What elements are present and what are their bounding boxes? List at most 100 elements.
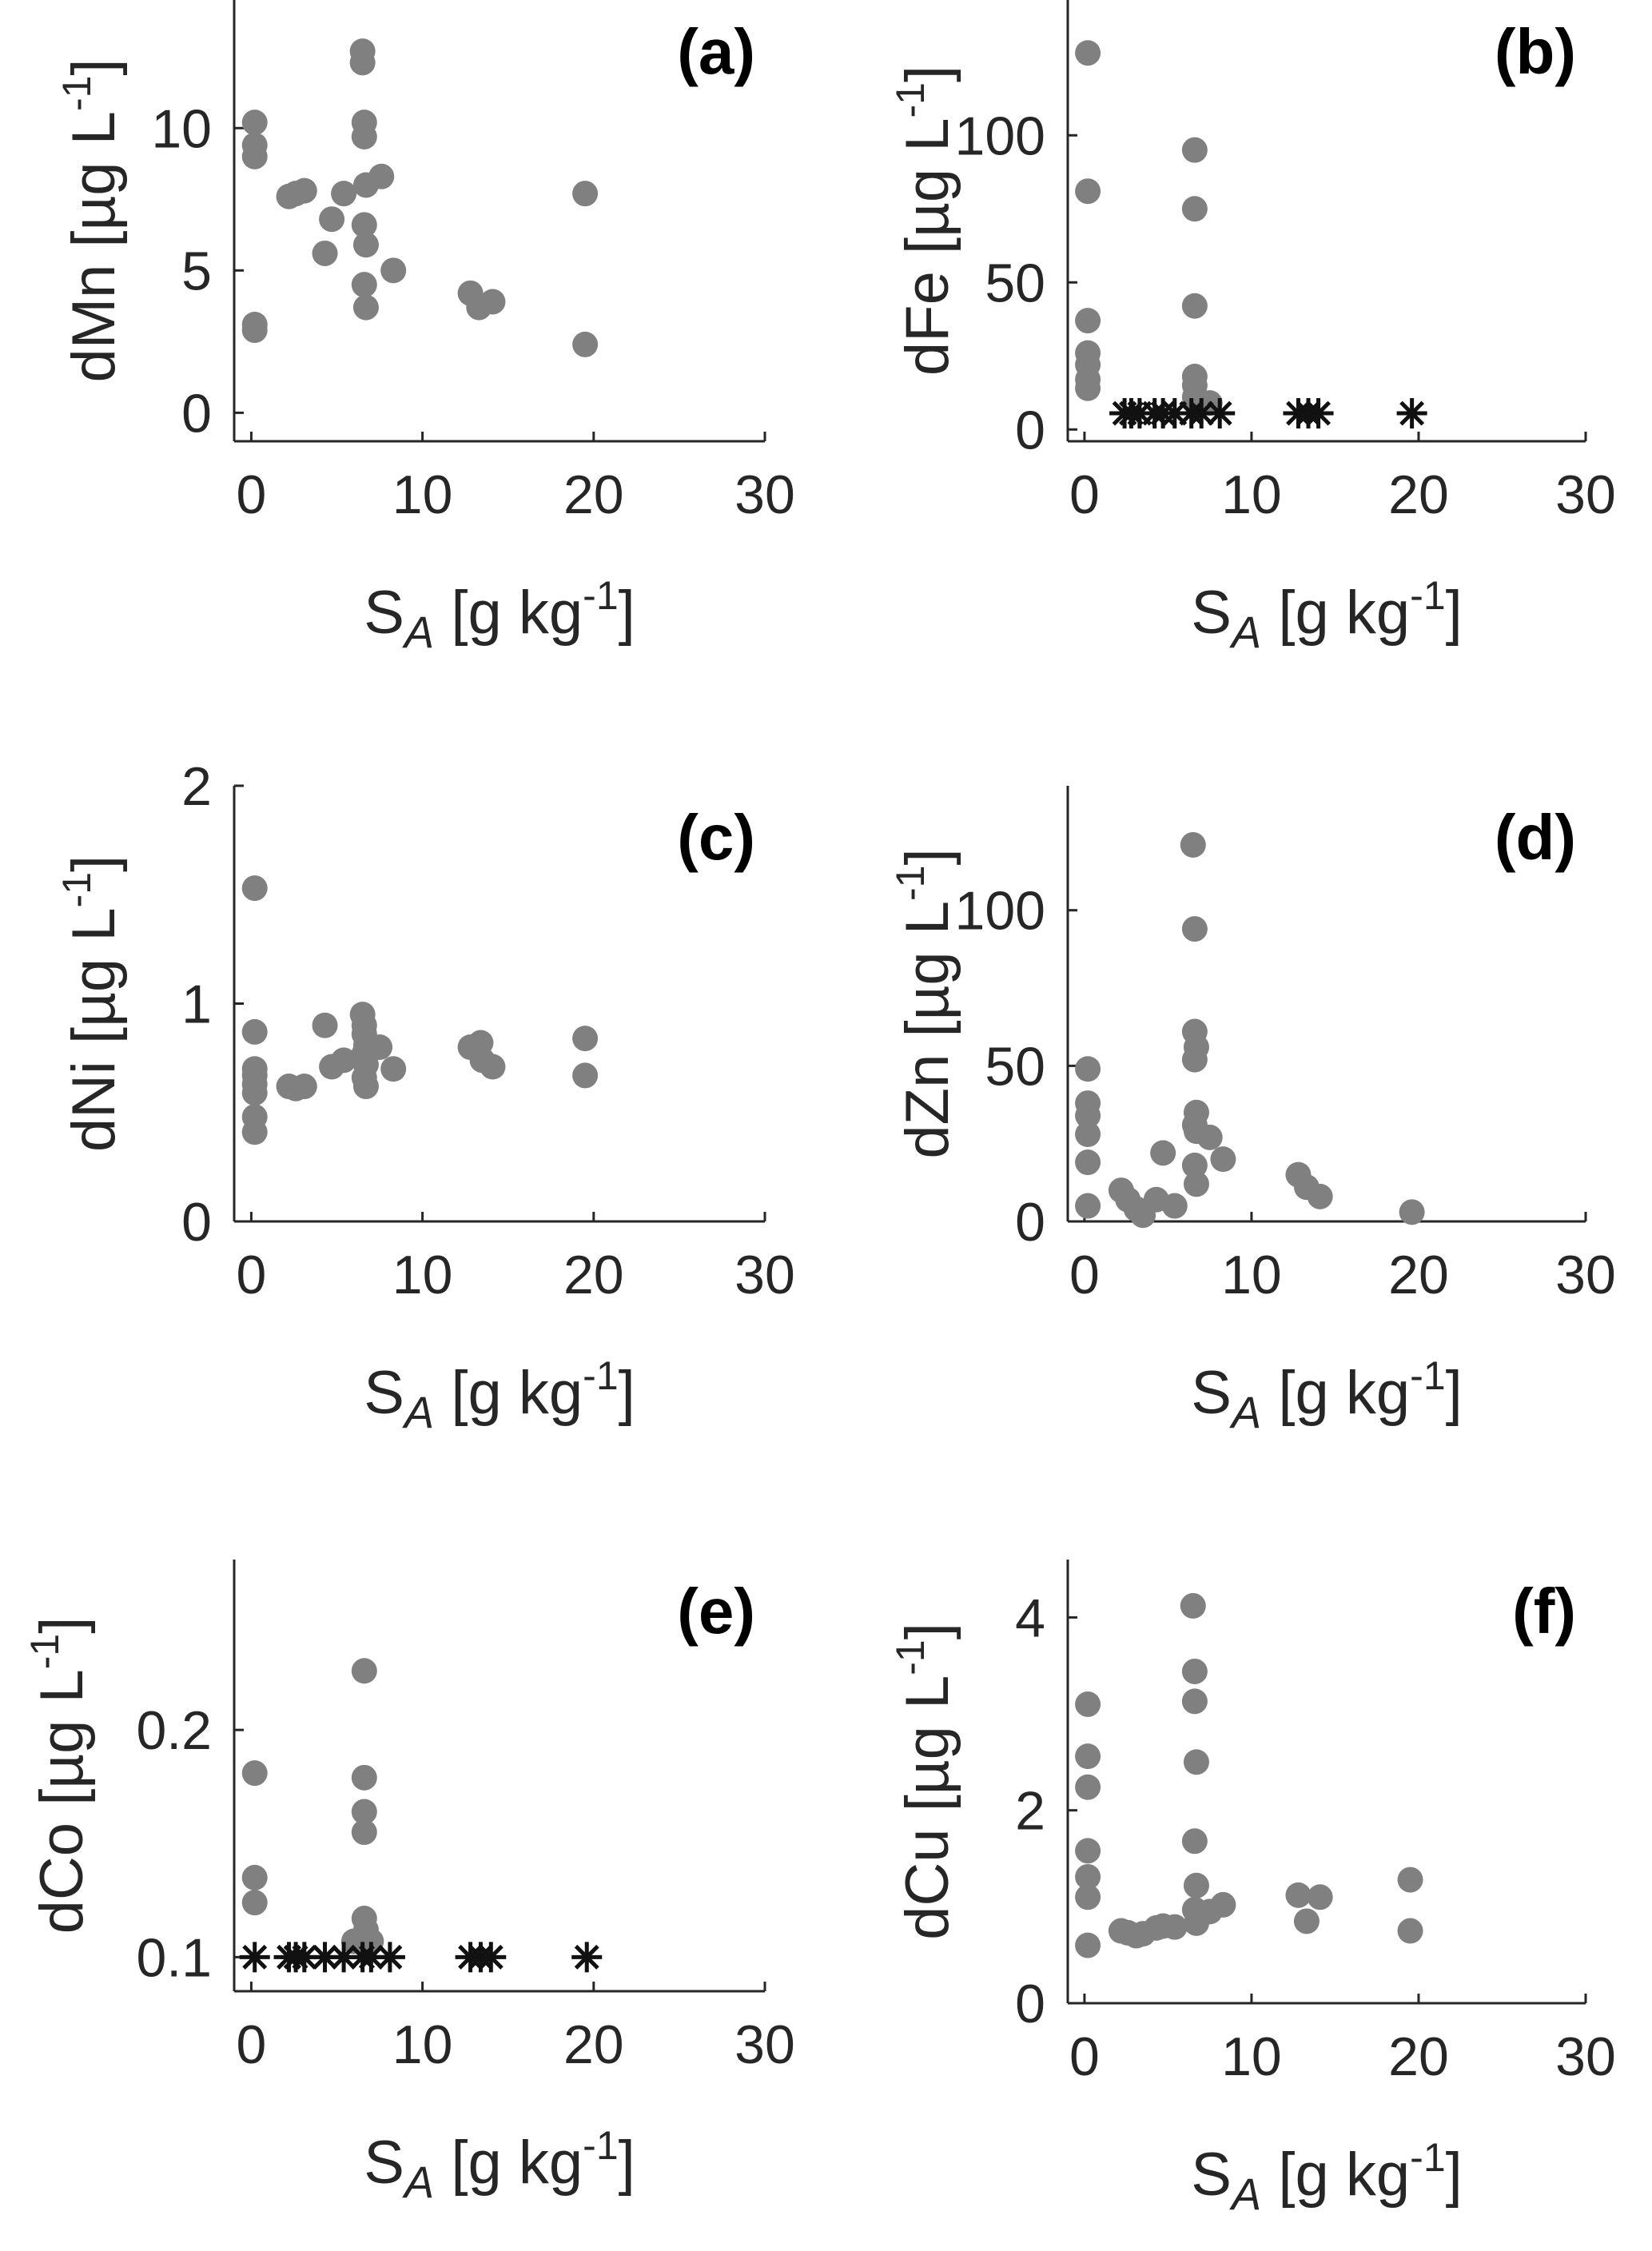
data-point-circle: [1075, 178, 1101, 205]
x-tick-label: 20: [563, 2014, 624, 2075]
data-point-circle: [1180, 831, 1206, 858]
y-tick-label: 0: [181, 1192, 212, 1253]
y-tick-label: 100: [955, 881, 1045, 942]
panel-b: 0 10 20 30 0 50 100 (b) SA [g kg-1] dFe [µg L-1]: [888, 0, 1616, 657]
data-point-circle: [358, 1928, 384, 1954]
data-point-circle: [1181, 1688, 1208, 1715]
x-tick-label: 30: [1555, 464, 1616, 525]
data-point-circle: [351, 1799, 377, 1825]
data-point-circle: [1075, 375, 1101, 401]
y-tick-label: 2: [1015, 1781, 1045, 1842]
data-point-star: [356, 1942, 387, 1973]
data-point-circle: [1397, 1867, 1423, 1893]
data-point-star: [374, 1942, 405, 1973]
data-point-circle: [331, 1047, 357, 1074]
x-tick-label: 20: [563, 464, 624, 525]
x-tick-label: 0: [237, 1245, 267, 1305]
data-point-circle: [291, 177, 317, 204]
data-point-circle: [1183, 1749, 1209, 1775]
data-point-circle: [351, 1764, 377, 1791]
y-axis-label: dCu [µg L-1]: [888, 1623, 961, 1940]
data-point-circle: [241, 1018, 268, 1045]
data-point-circle: [1161, 1914, 1188, 1940]
y-tick-label: 0.2: [136, 1700, 212, 1761]
data-point-circle: [1293, 1908, 1320, 1934]
data-point-circle: [1181, 293, 1208, 319]
x-tick-label: 20: [1388, 1245, 1449, 1305]
data-point-circle: [241, 110, 268, 136]
x-tick-label: 10: [392, 2014, 453, 2075]
data-point-star: [289, 1942, 320, 1973]
x-axis-label: SA [g kg-1]: [364, 1353, 635, 1437]
data-point-circle: [1150, 1140, 1176, 1166]
data-point-circle: [1075, 1102, 1101, 1129]
data-point-circle: [380, 1056, 407, 1082]
x-tick-label: 10: [392, 464, 453, 525]
x-tick-label: 10: [1221, 1245, 1282, 1305]
y-axis-label: dNi [µg L-1]: [54, 855, 128, 1152]
data-point-circle: [1075, 308, 1101, 334]
data-point-circle: [241, 143, 268, 169]
panel-e: 0 10 20 30 0.1 0.2 (e) SA [g kg-1] dCo [µg L-1]: [22, 1560, 795, 2207]
data-point-circle: [1181, 196, 1208, 222]
data-point-circle: [480, 1054, 506, 1080]
data-point-star: [476, 1942, 507, 1973]
y-tick-label: 0: [1015, 400, 1045, 460]
x-axis-label: SA [g kg-1]: [364, 573, 635, 657]
data-point-circle: [1075, 1863, 1101, 1890]
y-axis-label: dZn [µg L-1]: [888, 848, 961, 1158]
data-point-circle: [331, 181, 357, 207]
x-tick-label: 0: [1069, 464, 1100, 525]
data-point-circle: [1181, 1152, 1208, 1178]
x-tick-label: 30: [1555, 1245, 1616, 1305]
y-axis-label: dFe [µg L-1]: [888, 66, 961, 376]
data-point-circle: [1075, 1774, 1101, 1800]
data-point-circle: [351, 1658, 377, 1684]
data-point-circle: [241, 1864, 268, 1890]
panel-tag: (a): [677, 16, 755, 87]
y-tick-label: 0: [1015, 1974, 1045, 2034]
data-point-star: [1396, 398, 1427, 429]
data-point-circle: [1307, 1884, 1333, 1910]
y-tick-label: 0: [181, 383, 212, 444]
panel-tag: (c): [677, 802, 755, 873]
x-tick-label: 20: [1388, 464, 1449, 525]
x-tick-label: 30: [1555, 2026, 1616, 2087]
panel-f: 0 10 20 30 0 2 4 (f) SA [g kg-1] dCu [µg L-1]: [888, 1560, 1616, 2219]
data-point-circle: [1181, 916, 1208, 942]
data-point-circle: [1075, 1056, 1101, 1082]
data-point-circle: [1075, 1884, 1101, 1910]
y-tick-label: 0: [1015, 1192, 1045, 1253]
data-point-star: [1204, 398, 1236, 429]
data-point-circle: [1181, 1046, 1208, 1073]
panel-a: 0 10 20 30 0 5 10 (a) SA [g kg-1] dMn [µg L-1]: [54, 0, 795, 657]
data-point-circle: [319, 206, 345, 233]
x-axis-label: SA [g kg-1]: [1191, 1353, 1463, 1437]
data-point-circle: [572, 1026, 599, 1052]
data-point-circle: [572, 331, 599, 357]
panel-tag: (d): [1495, 802, 1576, 873]
x-tick-label: 30: [734, 464, 795, 525]
data-point-circle: [1075, 1932, 1101, 1958]
data-point-circle: [1161, 1193, 1188, 1219]
y-tick-label: 2: [181, 756, 212, 817]
data-point-circle: [367, 1034, 393, 1060]
data-point-circle: [241, 317, 268, 344]
data-point-circle: [572, 181, 599, 207]
y-tick-label: 0.1: [136, 1927, 212, 1988]
panel-tag: (b): [1495, 16, 1576, 87]
data-point-circle: [1075, 1193, 1101, 1219]
x-axis-label: SA [g kg-1]: [364, 2123, 635, 2207]
data-point-circle: [480, 289, 506, 315]
data-point-circle: [312, 1012, 338, 1038]
data-point-circle: [1196, 1124, 1223, 1150]
data-point-circle: [1183, 1872, 1209, 1898]
data-point-circle: [351, 1819, 377, 1846]
data-point-circle: [572, 1062, 599, 1089]
data-point-circle: [291, 1074, 317, 1100]
data-point-circle: [352, 232, 379, 258]
x-tick-label: 0: [1069, 2026, 1100, 2087]
panel-d: 0 10 20 30 0 50 100 (d) SA [g kg-1] dZn [µg L-1]: [888, 786, 1616, 1437]
x-tick-label: 30: [734, 1245, 795, 1305]
data-point-circle: [1075, 1149, 1101, 1176]
